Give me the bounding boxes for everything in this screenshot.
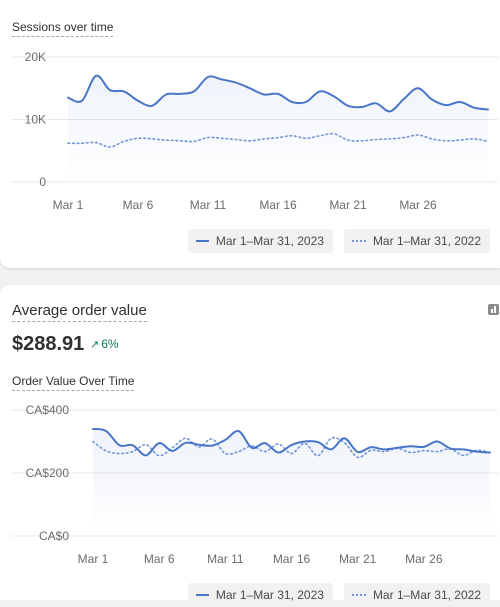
x-tick-label: Mar 11 <box>207 552 244 566</box>
x-tick-label: Mar 6 <box>144 552 175 566</box>
sessions-legend: Mar 1–Mar 31, 2023 Mar 1–Mar 31, 2022 <box>187 229 490 253</box>
legend-label-previous: Mar 1–Mar 31, 2022 <box>372 234 481 248</box>
legend-label-previous: Mar 1–Mar 31, 2022 <box>372 588 481 602</box>
chart-type-icon[interactable] <box>488 304 499 315</box>
x-tick-label: Mar 16 <box>273 552 311 566</box>
x-tick-label: Mar 11 <box>190 198 227 212</box>
x-tick-label: Mar 21 <box>329 198 367 212</box>
order-value-chart[interactable]: CA$400 CA$200 CA$0 Mar 1 Mar 6 Mar 11 Mar 16 Ma… <box>0 397 500 572</box>
legend-item-current[interactable]: Mar 1–Mar 31, 2023 <box>187 229 333 253</box>
sessions-card: Sessions over time 20K 10K 0 Mar 1 Mar 6 Mar … <box>0 0 500 268</box>
x-tick-label: Mar 6 <box>123 198 154 212</box>
metric-change-value: 6% <box>101 337 119 351</box>
sessions-chart-title[interactable]: Sessions over time <box>12 20 114 37</box>
y-tick-label: CA$200 <box>26 466 70 480</box>
metric-change-badge: ↗ 6% <box>90 337 119 352</box>
order-value-legend: Mar 1–Mar 31, 2023 Mar 1–Mar 31, 2022 <box>187 583 490 607</box>
x-tick-label: Mar 26 <box>405 552 443 566</box>
metric-title[interactable]: Average order value <box>12 301 147 322</box>
legend-item-previous[interactable]: Mar 1–Mar 31, 2022 <box>343 583 490 607</box>
y-tick-label: 10K <box>25 113 46 127</box>
x-tick-label: Mar 26 <box>399 198 437 212</box>
dotted-line-swatch <box>351 594 366 596</box>
solid-line-swatch <box>195 594 209 596</box>
series-line-previous[interactable] <box>67 132 489 148</box>
x-tick-label: Mar 1 <box>78 552 109 566</box>
legend-item-previous[interactable]: Mar 1–Mar 31, 2022 <box>343 229 490 253</box>
x-tick-label: Mar 1 <box>53 198 84 212</box>
legend-label-current: Mar 1–Mar 31, 2023 <box>215 234 324 248</box>
metric-value: $288.91 <box>12 333 85 355</box>
current-series-area <box>93 428 490 536</box>
legend-label-current: Mar 1–Mar 31, 2023 <box>215 588 324 602</box>
trend-up-arrow-icon: ↗ <box>90 339 100 351</box>
y-tick-label: 20K <box>25 50 46 64</box>
y-tick-label: 0 <box>39 175 46 189</box>
current-series-area <box>68 75 488 182</box>
dotted-line-swatch <box>351 240 366 242</box>
solid-line-swatch <box>195 240 209 242</box>
series-line-current[interactable] <box>92 427 491 457</box>
x-tick-label: Mar 16 <box>259 198 297 212</box>
order-value-chart-title[interactable]: Order Value Over Time <box>12 374 135 391</box>
series-line-current[interactable] <box>67 74 489 113</box>
x-tick-label: Mar 21 <box>339 552 377 566</box>
average-order-value-card: Average order value $288.91 ↗ 6% Order Va… <box>0 285 500 607</box>
series-line-previous[interactable] <box>92 436 491 459</box>
sessions-chart[interactable]: 20K 10K 0 Mar 1 Mar 6 Mar 11 Mar 16 Mar 21 Mar 2… <box>0 45 500 235</box>
y-tick-label: CA$400 <box>26 403 70 417</box>
legend-item-current[interactable]: Mar 1–Mar 31, 2023 <box>187 583 333 607</box>
y-tick-label: CA$0 <box>39 529 69 543</box>
